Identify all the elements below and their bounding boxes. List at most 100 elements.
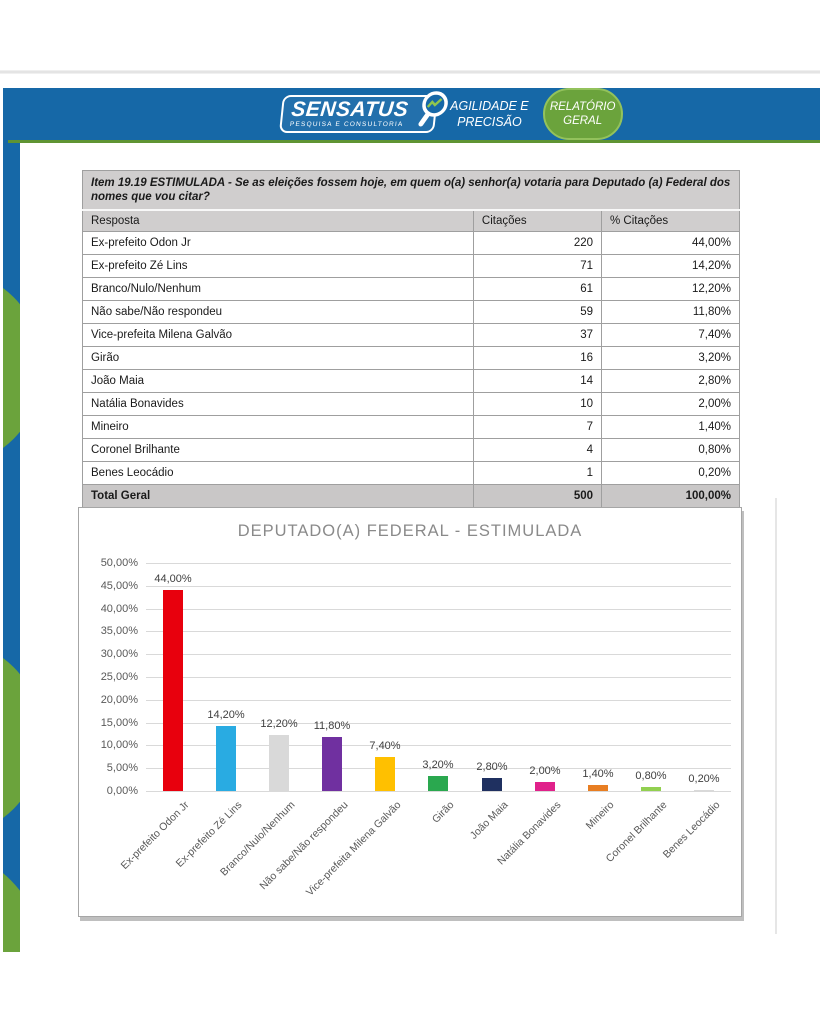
y-axis-tick-label: 40,00% xyxy=(100,603,138,615)
total-citacoes: 500 xyxy=(472,483,603,509)
y-axis-tick-label: 30,00% xyxy=(100,648,138,660)
sensatus-logo: SENSATUS PESQUISA E CONSULTORIA xyxy=(279,91,449,133)
column-header-1: Citações xyxy=(472,209,603,232)
chart-title: DEPUTADO(A) FEDERAL - ESTIMULADA xyxy=(237,522,583,540)
cell-pct: 0,80% xyxy=(601,437,740,462)
gridline xyxy=(146,563,731,564)
column-header-row: Resposta Citações% Citações xyxy=(82,209,740,232)
x-axis-category-label: Mineiro xyxy=(583,799,617,832)
question-row: Item 19.19 ESTIMULADA - Se as eleições f… xyxy=(82,170,740,211)
gridline xyxy=(146,654,731,655)
cell-citacoes: 71 xyxy=(472,253,603,278)
gridline xyxy=(146,723,731,724)
y-axis-tick-label: 35,00% xyxy=(100,625,138,637)
bar-value-label: 14,20% xyxy=(207,709,245,721)
tagline-line2: PRECISÃO xyxy=(457,115,522,129)
cell-resposta: Ex-prefeito Zé Lins xyxy=(82,253,474,278)
y-axis-tick-label: 10,00% xyxy=(100,739,138,751)
bar-2 xyxy=(216,726,236,791)
cell-resposta: Natália Bonavides xyxy=(82,391,474,416)
chart-container: DEPUTADO(A) FEDERAL - ESTIMULADA 50,00% 4… xyxy=(78,507,742,917)
cell-citacoes: 4 xyxy=(472,437,603,462)
bar-value-label: 3,20% xyxy=(422,759,454,771)
magnifier-chart-icon xyxy=(414,90,453,133)
cell-pct: 12,20% xyxy=(601,276,740,301)
table-row: Ex-prefeito Zé Lins 71 14,20% xyxy=(82,253,740,278)
column-header-0: Resposta xyxy=(82,209,474,232)
total-pct: 100,00% xyxy=(601,483,740,509)
bar-value-label: 0,80% xyxy=(635,770,667,782)
bar-value-label: 2,80% xyxy=(476,761,508,773)
bar-10 xyxy=(641,787,661,791)
x-axis-category-label: Natália Bonavides xyxy=(495,799,564,868)
y-axis-tick-label: 45,00% xyxy=(100,580,138,592)
y-axis-tick-label: 5,00% xyxy=(106,762,138,774)
cell-citacoes: 59 xyxy=(472,299,603,324)
cell-pct: 7,40% xyxy=(601,322,740,347)
cell-resposta: Vice-prefeita Milena Galvão xyxy=(82,322,474,347)
cell-citacoes: 37 xyxy=(472,322,603,347)
cell-resposta: João Maia xyxy=(82,368,474,393)
cell-citacoes: 10 xyxy=(472,391,603,416)
side-decorative-band xyxy=(3,88,20,952)
bar-value-label: 11,80% xyxy=(313,720,351,732)
cell-citacoes: 16 xyxy=(472,345,603,370)
logo-text: SENSATUS xyxy=(290,98,410,121)
cell-pct: 1,40% xyxy=(601,414,740,439)
total-row: Total Geral 500 100,00% xyxy=(82,483,740,509)
report-button-line2: GERAL xyxy=(563,115,603,127)
bar-value-label: 0,20% xyxy=(688,773,720,785)
table-row: Branco/Nulo/Nenhum 61 12,20% xyxy=(82,276,740,301)
gridline xyxy=(146,586,731,587)
table-row: Vice-prefeita Milena Galvão 37 7,40% xyxy=(82,322,740,347)
cell-pct: 14,20% xyxy=(601,253,740,278)
y-axis-tick-label: 25,00% xyxy=(100,671,138,683)
bar-7 xyxy=(482,778,502,791)
x-axis-category-label: Coronel Brilhante xyxy=(603,799,670,865)
cell-citacoes: 7 xyxy=(472,414,603,439)
cell-citacoes: 220 xyxy=(472,230,603,255)
bar-value-label: 12,20% xyxy=(260,718,298,730)
cell-citacoes: 1 xyxy=(472,460,603,485)
gridline xyxy=(146,768,731,769)
cell-citacoes: 14 xyxy=(472,368,603,393)
gridline xyxy=(146,745,731,746)
x-axis-category-label: Vice-prefeita Milena Galvão xyxy=(303,799,404,899)
cell-pct: 0,20% xyxy=(601,460,740,485)
table-row: Mineiro 7 1,40% xyxy=(82,414,740,439)
gridline xyxy=(146,700,731,701)
column-header-2: % Citações xyxy=(601,209,740,232)
y-axis-tick-label: 20,00% xyxy=(100,694,138,706)
table-row: Benes Leocádio 1 0,20% xyxy=(82,460,740,485)
relatorio-geral-button[interactable]: RELATÓRIO GERAL xyxy=(542,88,623,140)
bar-value-label: 1,40% xyxy=(582,768,614,780)
page-top-shadow xyxy=(0,70,820,74)
cell-pct: 2,80% xyxy=(601,368,740,393)
cell-pct: 3,20% xyxy=(601,345,740,370)
table-row: Ex-prefeito Odon Jr 220 44,00% xyxy=(82,230,740,255)
cell-resposta: Girão xyxy=(82,345,474,370)
cell-pct: 2,00% xyxy=(601,391,740,416)
bar-9 xyxy=(588,785,608,791)
green-blob xyxy=(3,848,20,952)
bar-4 xyxy=(322,737,342,791)
question-text: Item 19.19 ESTIMULADA - Se as eleições f… xyxy=(82,170,740,211)
page-crease-shadow xyxy=(775,498,777,934)
bar-8 xyxy=(535,782,555,791)
header-bar: SENSATUS PESQUISA E CONSULTORIA AGILIDAD… xyxy=(8,88,820,143)
cell-resposta: Coronel Brilhante xyxy=(82,437,474,462)
green-blob xyxy=(3,638,20,838)
x-axis-category-label: Ex-prefeito Odon Jr xyxy=(118,799,192,872)
cell-pct: 44,00% xyxy=(601,230,740,255)
bar-1 xyxy=(163,590,183,791)
x-axis-category-label: Não sabe/Não respondeu xyxy=(257,799,351,893)
bar-value-label: 7,40% xyxy=(369,740,401,752)
logo-subtitle: PESQUISA E CONSULTORIA xyxy=(289,121,405,128)
bar-5 xyxy=(375,757,395,791)
x-axis-category-label: Girão xyxy=(429,799,457,826)
green-blob xyxy=(3,268,20,468)
cell-resposta: Branco/Nulo/Nenhum xyxy=(82,276,474,301)
gridline xyxy=(146,609,731,610)
cell-resposta: Mineiro xyxy=(82,414,474,439)
